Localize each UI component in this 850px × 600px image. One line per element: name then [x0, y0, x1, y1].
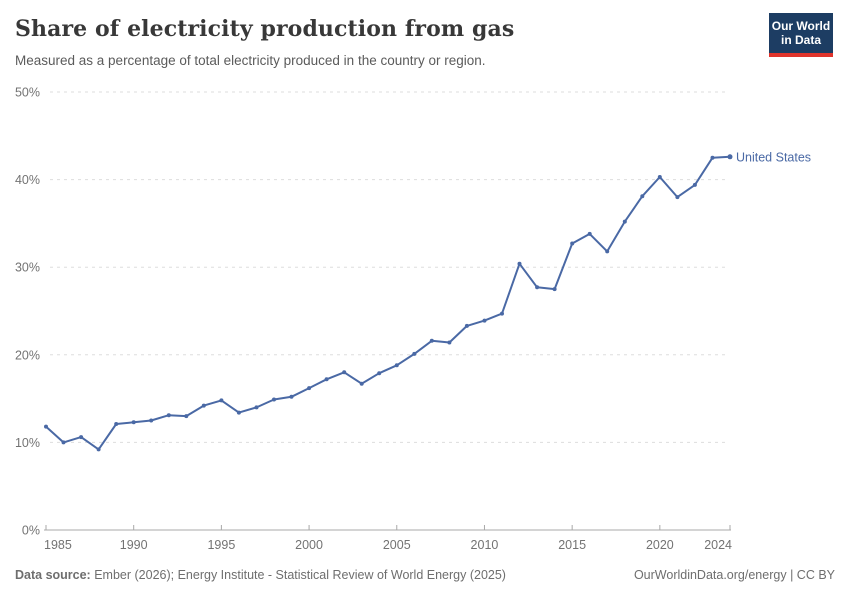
series-line-united-states[interactable] — [45, 155, 731, 451]
page-title: Share of electricity production from gas — [15, 16, 515, 42]
data-source-note: Data source: Ember (2026); Energy Instit… — [15, 568, 506, 582]
x-axis-label-2015: 2015 — [558, 538, 586, 552]
data-point-2000[interactable] — [307, 386, 312, 391]
chart-footer: Data source: Ember (2026); Energy Instit… — [15, 568, 835, 582]
data-point-2007[interactable] — [429, 338, 434, 343]
data-point-2024[interactable] — [727, 154, 733, 160]
data-point-1998[interactable] — [272, 397, 276, 402]
x-axis-label-1985: 1985 — [44, 538, 72, 552]
data-point-2005[interactable] — [394, 363, 399, 368]
chart-subtitle: Measured as a percentage of total electr… — [15, 53, 486, 68]
data-point-1987[interactable] — [79, 435, 84, 440]
y-axis-label-50: 50% — [15, 86, 40, 100]
data-point-1986[interactable] — [61, 440, 66, 445]
series-label[interactable]: United States — [736, 150, 811, 164]
footer-separator: | — [790, 568, 794, 582]
data-source-label: Data source: — [15, 568, 91, 582]
data-point-2001[interactable] — [324, 377, 329, 382]
data-point-2004[interactable] — [377, 371, 382, 376]
data-point-2009[interactable] — [464, 323, 469, 328]
x-axis-label-1995: 1995 — [207, 538, 235, 552]
data-point-2018[interactable] — [622, 219, 627, 224]
y-axis-label-30: 30% — [15, 261, 40, 275]
data-point-2003[interactable] — [359, 381, 364, 386]
x-axis-label-2010: 2010 — [471, 538, 499, 552]
data-point-2020[interactable] — [657, 175, 662, 179]
y-axis-label-10: 10% — [15, 436, 40, 450]
data-point-2023[interactable] — [710, 155, 715, 160]
data-point-2013[interactable] — [535, 285, 540, 290]
owid-logo[interactable]: Our World in Data — [769, 13, 833, 57]
data-point-1994[interactable] — [201, 403, 206, 408]
data-point-1990[interactable] — [131, 420, 136, 425]
data-point-2014[interactable] — [552, 287, 557, 292]
data-point-2012[interactable] — [517, 261, 522, 266]
x-axis-label-2005: 2005 — [383, 538, 411, 552]
data-point-1989[interactable] — [114, 422, 119, 426]
owid-logo-line1: Our World — [771, 19, 831, 33]
data-point-1996[interactable] — [236, 410, 241, 415]
owid-logo-box: Our World in Data — [769, 13, 833, 53]
data-point-1985[interactable] — [44, 424, 48, 429]
data-point-1993[interactable] — [184, 414, 189, 419]
data-point-1995[interactable] — [219, 398, 224, 403]
x-axis-label-1990: 1990 — [120, 538, 148, 552]
owid-logo-red-bar — [769, 53, 833, 57]
x-axis-label-2020: 2020 — [646, 538, 674, 552]
footer-attribution: OurWorldinData.org/energy | CC BY — [634, 568, 835, 582]
data-point-2019[interactable] — [640, 194, 645, 199]
data-point-1992[interactable] — [166, 413, 171, 418]
data-point-2006[interactable] — [412, 351, 417, 356]
y-axis-label-0: 0% — [22, 524, 40, 538]
data-point-2008[interactable] — [447, 340, 452, 345]
data-source-text: Ember (2026); Energy Institute - Statist… — [94, 568, 506, 582]
data-point-1991[interactable] — [149, 418, 154, 423]
x-axis-label-2000: 2000 — [295, 538, 323, 552]
owid-logo-line2: in Data — [780, 33, 821, 47]
data-point-2011[interactable] — [500, 311, 504, 316]
data-point-2015[interactable] — [570, 241, 575, 246]
data-point-2016[interactable] — [587, 231, 592, 236]
y-axis-label-40: 40% — [15, 173, 40, 187]
data-point-2022[interactable] — [692, 182, 697, 187]
license-label: CC BY — [796, 568, 835, 582]
x-axis-label-2024: 2024 — [704, 538, 732, 552]
data-point-2002[interactable] — [342, 370, 347, 375]
y-axis-label-20: 20% — [15, 348, 40, 362]
data-point-2021[interactable] — [675, 195, 680, 200]
data-point-1999[interactable] — [289, 394, 294, 399]
data-point-1988[interactable] — [96, 447, 101, 452]
data-point-2017[interactable] — [605, 249, 610, 254]
data-point-1997[interactable] — [254, 405, 259, 410]
site-url-link[interactable]: OurWorldinData.org/energy — [633, 568, 787, 582]
data-point-2010[interactable] — [482, 318, 487, 323]
